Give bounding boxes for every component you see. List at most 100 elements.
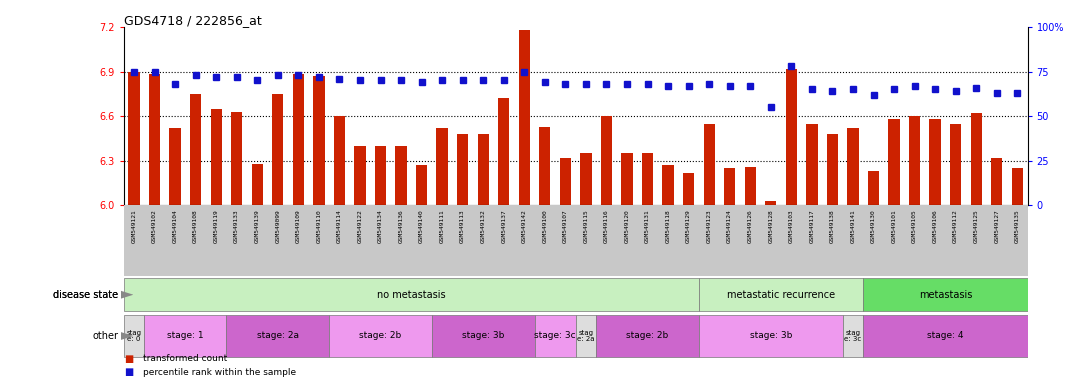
Text: GSM549132: GSM549132 bbox=[481, 209, 485, 243]
Text: GSM549110: GSM549110 bbox=[316, 209, 322, 243]
Text: GSM549099: GSM549099 bbox=[275, 209, 281, 243]
Bar bbox=[185, 205, 206, 276]
Text: GSM549108: GSM549108 bbox=[193, 209, 198, 243]
Bar bbox=[971, 113, 982, 205]
Bar bbox=[576, 315, 596, 357]
Text: GSM549141: GSM549141 bbox=[850, 209, 855, 243]
Bar bbox=[600, 116, 612, 205]
Text: stag
e: 3c: stag e: 3c bbox=[845, 330, 862, 342]
Text: stage: 3b: stage: 3b bbox=[750, 331, 792, 341]
Bar bbox=[457, 134, 468, 205]
Bar bbox=[226, 315, 329, 357]
Bar bbox=[231, 112, 242, 205]
Bar bbox=[124, 278, 699, 311]
Bar bbox=[678, 205, 699, 276]
Bar bbox=[704, 124, 714, 205]
Text: no metastasis: no metastasis bbox=[377, 290, 445, 300]
Bar bbox=[144, 205, 165, 276]
Text: GSM549119: GSM549119 bbox=[214, 209, 218, 243]
Text: GSM549139: GSM549139 bbox=[255, 209, 259, 243]
Text: transformed count: transformed count bbox=[143, 354, 227, 363]
Text: GSM549109: GSM549109 bbox=[296, 209, 301, 243]
Text: GSM549105: GSM549105 bbox=[912, 209, 917, 243]
Bar bbox=[826, 134, 838, 205]
Bar bbox=[268, 205, 288, 276]
Text: GSM549136: GSM549136 bbox=[398, 209, 404, 243]
Bar bbox=[580, 153, 592, 205]
Bar bbox=[437, 128, 448, 205]
Bar bbox=[781, 205, 802, 276]
Bar bbox=[431, 315, 535, 357]
Text: disease state: disease state bbox=[53, 290, 118, 300]
Bar bbox=[863, 278, 1028, 311]
Bar bbox=[411, 205, 431, 276]
Bar bbox=[946, 205, 966, 276]
Bar bbox=[329, 315, 431, 357]
Text: stage: 3b: stage: 3b bbox=[462, 331, 505, 341]
Bar bbox=[148, 74, 160, 205]
Bar bbox=[374, 146, 386, 205]
Bar bbox=[909, 116, 920, 205]
Text: GSM549115: GSM549115 bbox=[583, 209, 589, 243]
Text: GSM549135: GSM549135 bbox=[1015, 209, 1020, 243]
Polygon shape bbox=[121, 332, 133, 340]
Text: GSM549131: GSM549131 bbox=[645, 209, 650, 243]
Bar bbox=[478, 134, 489, 205]
Bar bbox=[699, 315, 843, 357]
Bar bbox=[868, 171, 879, 205]
Text: GSM549101: GSM549101 bbox=[892, 209, 896, 243]
Text: GSM549107: GSM549107 bbox=[563, 209, 568, 243]
Bar bbox=[642, 153, 653, 205]
Bar bbox=[395, 146, 407, 205]
Text: GSM549130: GSM549130 bbox=[870, 209, 876, 243]
Text: GSM549113: GSM549113 bbox=[461, 209, 465, 243]
Bar bbox=[699, 205, 720, 276]
Bar bbox=[637, 205, 657, 276]
Bar bbox=[991, 158, 1003, 205]
Bar bbox=[272, 94, 283, 205]
Text: GSM549114: GSM549114 bbox=[337, 209, 342, 243]
Bar bbox=[596, 315, 699, 357]
Text: stage: 4: stage: 4 bbox=[928, 331, 964, 341]
Text: GSM549124: GSM549124 bbox=[727, 209, 733, 243]
Bar bbox=[391, 205, 411, 276]
Bar bbox=[904, 205, 925, 276]
Text: GSM549122: GSM549122 bbox=[357, 209, 363, 243]
Bar bbox=[1007, 205, 1028, 276]
Bar bbox=[252, 164, 263, 205]
Bar bbox=[863, 205, 883, 276]
Text: GSM549112: GSM549112 bbox=[953, 209, 959, 243]
Bar bbox=[206, 205, 226, 276]
Bar bbox=[657, 205, 678, 276]
Text: disease state: disease state bbox=[53, 290, 118, 300]
Bar bbox=[621, 153, 633, 205]
Bar bbox=[1011, 168, 1023, 205]
Bar bbox=[883, 205, 904, 276]
Text: GSM549128: GSM549128 bbox=[768, 209, 774, 243]
Bar bbox=[211, 109, 222, 205]
Bar bbox=[930, 119, 940, 205]
Bar bbox=[966, 205, 987, 276]
Text: other: other bbox=[93, 331, 118, 341]
Bar bbox=[765, 201, 777, 205]
Bar bbox=[806, 124, 818, 205]
Text: stag
e: 0: stag e: 0 bbox=[127, 330, 142, 342]
Text: stage: 2b: stage: 2b bbox=[626, 331, 668, 341]
Bar bbox=[354, 146, 366, 205]
Bar bbox=[431, 205, 452, 276]
Bar bbox=[169, 128, 181, 205]
Text: GSM549129: GSM549129 bbox=[686, 209, 691, 243]
Bar bbox=[494, 205, 514, 276]
Bar bbox=[288, 205, 309, 276]
Text: GSM549102: GSM549102 bbox=[152, 209, 157, 243]
Text: ■: ■ bbox=[124, 367, 133, 377]
Text: GSM549118: GSM549118 bbox=[666, 209, 670, 243]
Text: stag
e: 2a: stag e: 2a bbox=[577, 330, 595, 342]
Text: GSM549138: GSM549138 bbox=[830, 209, 835, 243]
Text: metastasis: metastasis bbox=[919, 290, 972, 300]
Polygon shape bbox=[121, 291, 133, 299]
Text: GSM549103: GSM549103 bbox=[789, 209, 794, 243]
Bar bbox=[165, 205, 185, 276]
Text: GSM549133: GSM549133 bbox=[235, 209, 239, 243]
Bar bbox=[724, 168, 735, 205]
